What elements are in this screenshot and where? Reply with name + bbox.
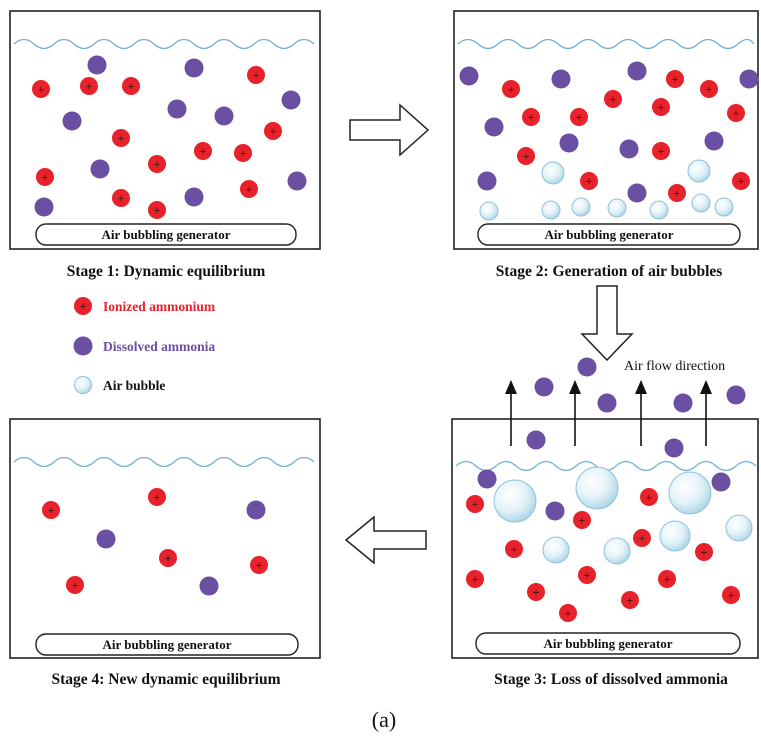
legend-label-dissolved-ammonia: Dissolved ammonia <box>103 339 215 354</box>
legend-item-air-bubble: Air bubble <box>74 376 165 394</box>
svg-text:+: + <box>674 186 681 200</box>
svg-text:+: + <box>576 110 583 124</box>
svg-text:+: + <box>72 578 79 592</box>
air-bubbling-generator <box>475 632 741 655</box>
svg-text:+: + <box>253 68 260 82</box>
svg-text:+: + <box>586 174 593 188</box>
svg-text:+: + <box>42 170 49 184</box>
svg-text:+: + <box>38 82 45 96</box>
svg-text:+: + <box>270 124 277 138</box>
svg-text:+: + <box>584 568 591 582</box>
svg-text:+: + <box>672 72 679 86</box>
generator-label: Air bubbling generator <box>101 227 230 242</box>
svg-text:+: + <box>240 146 247 160</box>
svg-text:+: + <box>128 79 135 93</box>
svg-text:+: + <box>256 558 263 572</box>
ionized-ammonium-particles: + + + + + + + + + + + + + <box>466 488 740 622</box>
figure-caption: (a) <box>372 707 396 732</box>
arrow-down-icon <box>580 285 634 362</box>
arrow-left-icon <box>344 515 427 565</box>
generator-label: Air bubbling generator <box>102 637 231 652</box>
ionized-ammonium-particles: + + + + + + + + + + + + + <box>32 66 282 219</box>
svg-text:+: + <box>664 572 671 586</box>
svg-text:+: + <box>701 545 708 559</box>
air-bubbles <box>493 466 753 565</box>
ionized-ammonium-icon: + <box>74 297 92 315</box>
stage-3-panel: + + + + + + + + + + + + + Air bubbling g… <box>451 418 759 659</box>
svg-text:+: + <box>511 542 518 556</box>
stage-2-panel: + + + + + + + + + + + + + <box>453 10 759 250</box>
svg-text:+: + <box>48 503 55 517</box>
dissolved-ammonia-particles <box>459 61 759 203</box>
svg-text:+: + <box>154 490 161 504</box>
stage-1-panel: + + + + + + + + + + + + + Air bubbling g… <box>9 10 321 250</box>
legend: + Ionized ammonium Dissolved ammonia Air… <box>73 297 216 394</box>
svg-text:+: + <box>627 593 634 607</box>
legend-item-ionized-ammonium: + Ionized ammonium <box>74 297 216 315</box>
air-bubbling-generator <box>35 633 299 656</box>
svg-text:+: + <box>646 490 653 504</box>
svg-text:+: + <box>472 497 479 511</box>
svg-text:+: + <box>528 110 535 124</box>
svg-text:+: + <box>523 149 530 163</box>
legend-item-dissolved-ammonia: Dissolved ammonia <box>73 336 215 356</box>
ionized-ammonium-particles: + + + + + <box>42 488 268 594</box>
stage-2-label: Stage 2: Generation of air bubbles <box>496 263 723 280</box>
svg-text:+: + <box>165 551 172 565</box>
svg-text:+: + <box>118 191 125 205</box>
generator-label: Air bubbling generator <box>544 227 673 242</box>
svg-text:+: + <box>706 82 713 96</box>
svg-text:+: + <box>610 92 617 106</box>
air-bubbling-generator <box>35 223 297 246</box>
dissolved-ammonia-particles <box>34 55 307 217</box>
dissolved-ammonia-particles <box>96 500 266 596</box>
generator-label: Air bubbling generator <box>543 636 672 651</box>
svg-text:+: + <box>639 531 646 545</box>
air-bubbles <box>479 159 734 221</box>
svg-text:+: + <box>579 513 586 527</box>
svg-text:+: + <box>658 144 665 158</box>
svg-text:+: + <box>508 82 515 96</box>
svg-text:+: + <box>533 585 540 599</box>
escaped-ammonia-particles <box>526 357 746 458</box>
air-bubbling-generator <box>477 223 741 246</box>
ionized-ammonium-particles: + + + + + + + + + + + + + <box>502 70 750 202</box>
water-surface <box>13 456 315 468</box>
arrow-right-icon <box>349 103 430 157</box>
svg-text:+: + <box>200 144 207 158</box>
air-flow-arrows <box>505 380 712 446</box>
legend-label-ionized-ammonium: Ionized ammonium <box>103 299 216 314</box>
svg-text:+: + <box>472 572 479 586</box>
air-flow-label: Air flow direction <box>624 359 725 374</box>
water-surface <box>457 38 755 50</box>
air-bubble-icon <box>74 376 92 394</box>
svg-text:+: + <box>154 157 161 171</box>
svg-text:+: + <box>86 79 93 93</box>
svg-text:+: + <box>80 299 87 313</box>
svg-text:+: + <box>738 174 745 188</box>
stage-1-label: Stage 1: Dynamic equilibrium <box>67 263 266 280</box>
dissolved-ammonia-icon <box>73 336 93 356</box>
water-surface <box>13 38 315 50</box>
legend-label-air-bubble: Air bubble <box>103 378 165 393</box>
stage-4-panel: + + + + + Air bubbling generator <box>9 418 321 659</box>
svg-text:+: + <box>658 100 665 114</box>
svg-text:+: + <box>733 106 740 120</box>
svg-text:+: + <box>728 588 735 602</box>
svg-text:+: + <box>246 182 253 196</box>
dissolved-ammonia-particles <box>477 469 731 521</box>
svg-text:+: + <box>565 606 572 620</box>
stage-3-label: Stage 3: Loss of dissolved ammonia <box>494 671 728 688</box>
stage-4-label: Stage 4: New dynamic equilibrium <box>51 671 280 688</box>
svg-text:+: + <box>154 203 161 217</box>
svg-text:+: + <box>118 131 125 145</box>
